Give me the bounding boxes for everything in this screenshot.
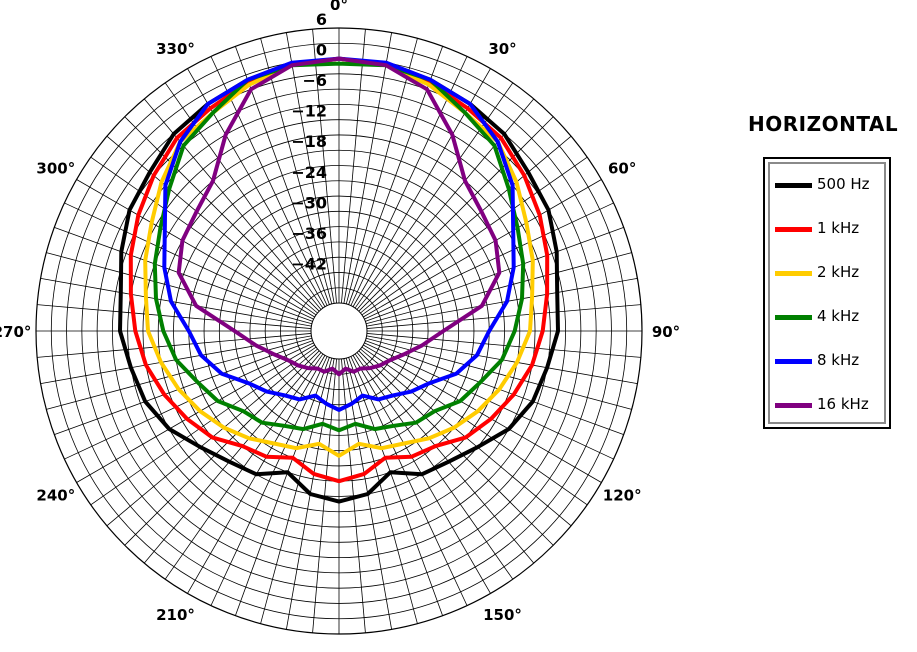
radial-tick-label: −36 bbox=[291, 224, 327, 243]
outer-circle bbox=[35, 27, 643, 635]
angle-tick-label: 60° bbox=[608, 160, 636, 178]
legend-label: 1 kHz bbox=[817, 219, 860, 237]
series-line-1-khz bbox=[128, 56, 550, 484]
grid-ring bbox=[96, 88, 582, 574]
legend-item: 2 kHz bbox=[775, 263, 887, 283]
angle-tick-label: 330° bbox=[156, 40, 195, 58]
grid-ring bbox=[249, 241, 429, 421]
grid-ring bbox=[50, 42, 628, 620]
legend-frame bbox=[768, 162, 886, 424]
grid-ring bbox=[157, 149, 521, 513]
angle-tick-label: 270° bbox=[0, 323, 31, 341]
radial-tick-label: 6 bbox=[316, 10, 327, 29]
radial-tick-label: −12 bbox=[291, 102, 327, 121]
axis-labels: 6 0 −6 −12 −18 −24 −30 −36 −42 0° 30° 60° 90° 120° 150… bbox=[0, 0, 680, 652]
legend-label: 2 kHz bbox=[817, 263, 860, 281]
polar-grid bbox=[35, 27, 643, 635]
legend-item: 16 kHz bbox=[775, 395, 887, 415]
legend: 500 Hz 1 kHz 2 kHz 4 kHz 8 kHz 16 kHz bbox=[763, 157, 891, 429]
legend-item: 4 kHz bbox=[775, 307, 887, 327]
legend-label: 500 Hz bbox=[817, 175, 870, 193]
angle-tick-label: 180° bbox=[320, 650, 359, 652]
inner-circle bbox=[310, 302, 368, 360]
radial-tick-label: −42 bbox=[291, 254, 327, 273]
legend-item: 500 Hz bbox=[775, 175, 887, 195]
grid-ring bbox=[218, 210, 460, 452]
angle-tick-label: 90° bbox=[652, 323, 680, 341]
grid-ring bbox=[280, 272, 398, 390]
legend-item: 8 kHz bbox=[775, 351, 887, 371]
legend-item: 1 kHz bbox=[775, 219, 887, 239]
grid-ring bbox=[142, 134, 536, 528]
angle-tick-label: 300° bbox=[36, 160, 75, 178]
legend-label: 4 kHz bbox=[817, 307, 860, 325]
grid-ring bbox=[111, 103, 567, 559]
legend-swatch bbox=[775, 403, 812, 408]
angle-tick-label: 210° bbox=[156, 606, 195, 624]
radial-tick-label: −24 bbox=[291, 163, 327, 182]
angle-tick-label: 0° bbox=[330, 0, 348, 14]
angle-tick-label: 240° bbox=[36, 487, 75, 505]
radial-tick-label: −18 bbox=[291, 132, 327, 151]
radial-tick-label: −30 bbox=[291, 193, 327, 212]
series-line-2-khz bbox=[143, 56, 535, 458]
legend-swatch bbox=[775, 183, 812, 188]
legend-label: 16 kHz bbox=[817, 395, 869, 413]
series-line-4-khz bbox=[152, 61, 526, 433]
radial-tick-label: 0 bbox=[316, 41, 327, 60]
series-line-500-hz bbox=[118, 56, 560, 504]
legend-swatch bbox=[775, 227, 812, 232]
chart-title: HORIZONTAL bbox=[748, 112, 899, 136]
legend-swatch bbox=[775, 271, 812, 276]
angle-tick-label: 30° bbox=[488, 40, 516, 58]
series-line-16-khz bbox=[176, 56, 502, 377]
grid-ring bbox=[127, 119, 551, 543]
legend-label: 8 kHz bbox=[817, 351, 860, 369]
angle-tick-label: 150° bbox=[483, 606, 522, 624]
series-layer bbox=[118, 56, 560, 504]
radial-tick-label: −6 bbox=[302, 71, 327, 90]
grid-ring bbox=[203, 195, 475, 467]
grid-ring bbox=[173, 165, 505, 497]
series-line-8-khz bbox=[162, 56, 516, 412]
grid-ring bbox=[81, 73, 597, 589]
legend-swatch bbox=[775, 359, 812, 364]
angle-tick-label: 120° bbox=[603, 487, 642, 505]
legend-swatch bbox=[775, 315, 812, 320]
grid-ring bbox=[264, 256, 414, 406]
